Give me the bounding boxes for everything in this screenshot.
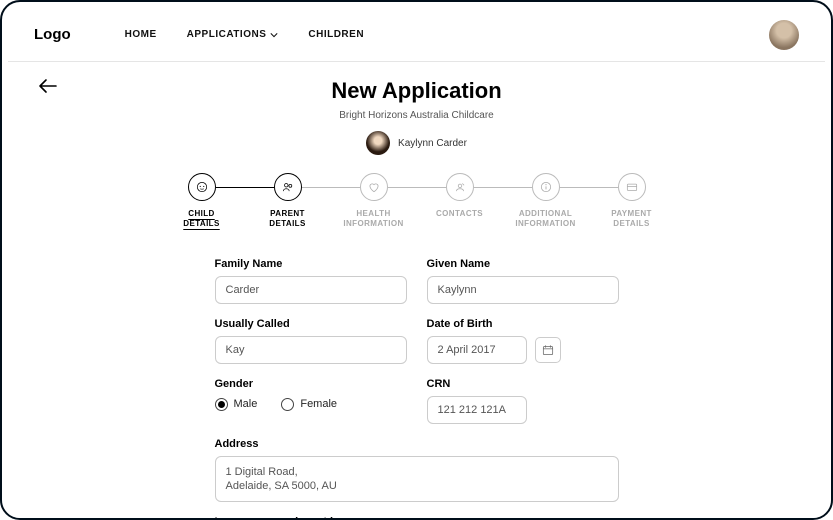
step-contacts[interactable]: CONTACTS (417, 173, 503, 219)
given-name-field: Given Name Kaylynn (427, 258, 619, 304)
nav-applications-label: APPLICATIONS (187, 29, 267, 40)
usually-called-field: Usually Called Kay (215, 318, 407, 364)
user-avatar[interactable] (769, 20, 799, 50)
family-name-field: Family Name Carder (215, 258, 407, 304)
dob-input[interactable]: 2 April 2017 (427, 336, 527, 364)
crn-label: CRN (427, 378, 619, 390)
family-name-label: Family Name (215, 258, 407, 270)
child-name: Kaylynn Carder (398, 138, 467, 149)
users-icon (281, 180, 295, 194)
crn-input[interactable]: 121 212 121A (427, 396, 527, 424)
step-label: CHILD DETAILS (183, 209, 219, 230)
main-nav: HOME APPLICATIONS CHILDREN (125, 29, 364, 40)
back-button[interactable] (36, 74, 60, 98)
step-label: ADDITIONAL INFORMATION (515, 209, 575, 230)
child-details-form: Family Name Carder Given Name Kaylynn Us… (215, 258, 619, 518)
step-payment-details[interactable]: PAYMENT DETAILS (589, 173, 675, 230)
nav-children[interactable]: CHILDREN (308, 29, 364, 40)
info-icon (539, 180, 553, 194)
address-label: Address (215, 438, 619, 450)
address-field: Address 1 Digital Road, Adelaide, SA 500… (215, 438, 619, 503)
step-child-details[interactable]: CHILD DETAILS (159, 173, 245, 230)
chevron-down-icon (270, 31, 278, 39)
contact-icon (453, 180, 467, 194)
step-label: HEALTH INFORMATION (343, 209, 403, 230)
gender-female-radio[interactable]: Female (281, 398, 337, 411)
step-label: CONTACTS (436, 209, 483, 219)
page-subtitle: Bright Horizons Australia Childcare (8, 110, 825, 121)
baby-icon (195, 180, 209, 194)
dob-label: Date of Birth (427, 318, 619, 330)
heart-icon (367, 180, 381, 194)
radio-icon (281, 398, 294, 411)
usually-called-label: Usually Called (215, 318, 407, 330)
dob-field: Date of Birth 2 April 2017 (427, 318, 619, 364)
app-header: Logo HOME APPLICATIONS CHILDREN (8, 8, 825, 62)
step-additional-information[interactable]: ADDITIONAL INFORMATION (503, 173, 589, 230)
step-label: PARENT DETAILS (269, 209, 305, 230)
address-input[interactable]: 1 Digital Road, Adelaide, SA 5000, AU (215, 456, 619, 503)
given-name-label: Given Name (427, 258, 619, 270)
step-parent-details[interactable]: PARENT DETAILS (245, 173, 331, 230)
gender-male-radio[interactable]: Male (215, 398, 258, 411)
card-icon (625, 180, 639, 194)
nav-applications[interactable]: APPLICATIONS (187, 29, 279, 40)
step-health-information[interactable]: HEALTH INFORMATION (331, 173, 417, 230)
child-indicator: Kaylynn Carder (8, 131, 825, 155)
gender-male-label: Male (234, 398, 258, 410)
logo: Logo (34, 26, 71, 43)
radio-icon (215, 398, 228, 411)
languages-field: Languages spoken at home (215, 516, 619, 518)
page-title: New Application (8, 78, 825, 104)
dob-calendar-button[interactable] (535, 337, 561, 363)
gender-field: Gender Male Female (215, 378, 407, 424)
stepper: CHILD DETAILS PARENT DETAILS HEALTH INFO… (8, 173, 825, 230)
given-name-input[interactable]: Kaylynn (427, 276, 619, 304)
usually-called-input[interactable]: Kay (215, 336, 407, 364)
arrow-left-icon (36, 74, 60, 98)
child-avatar (366, 131, 390, 155)
gender-label: Gender (215, 378, 407, 390)
languages-label: Languages spoken at home (215, 516, 619, 518)
crn-field: CRN 121 212 121A (427, 378, 619, 424)
gender-female-label: Female (300, 398, 337, 410)
nav-home[interactable]: HOME (125, 29, 157, 40)
calendar-icon (541, 343, 555, 357)
family-name-input[interactable]: Carder (215, 276, 407, 304)
step-label: PAYMENT DETAILS (611, 209, 652, 230)
